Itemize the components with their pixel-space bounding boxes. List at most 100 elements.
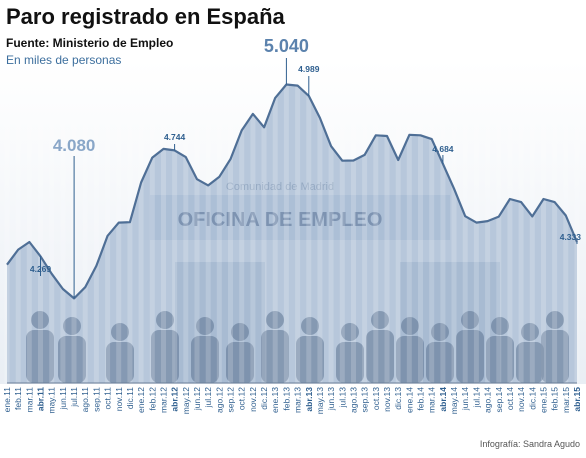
- month-stripe: [60, 40, 66, 383]
- person-silhouette: [226, 323, 254, 383]
- x-tick-label: dic.11: [125, 387, 135, 409]
- source-note: Fuente: Ministerio de Empleo: [6, 36, 174, 50]
- annotation-label-feb-13: 5.040: [264, 36, 309, 56]
- x-tick-label: feb.12: [147, 387, 157, 411]
- x-tick-label: abr.13: [304, 387, 314, 412]
- x-tick-label: sep.14: [494, 387, 504, 413]
- month-stripe: [138, 40, 144, 383]
- annotation-label-abr-14: 4.684: [432, 144, 454, 154]
- x-tick-label: jun.14: [460, 387, 470, 411]
- month-stripe: [339, 40, 345, 383]
- area-layer: OFICINA DE EMPLEO Comunidad de Madrid: [7, 84, 577, 383]
- x-tick-label: ago.14: [483, 387, 493, 413]
- person-silhouette: [151, 311, 179, 383]
- x-tick-label: nov.14: [516, 387, 526, 412]
- x-tick-label: ene.13: [270, 387, 280, 413]
- annotation-label-abr-12: 4.744: [164, 132, 186, 142]
- month-stripe: [272, 40, 278, 383]
- x-tick-label: may.11: [47, 387, 57, 414]
- person-silhouette: [456, 311, 484, 383]
- x-tick-label: ene.14: [404, 387, 414, 413]
- x-tick-label: oct.13: [371, 387, 381, 410]
- month-stripe: [429, 40, 435, 383]
- person-silhouette: [396, 317, 424, 383]
- line-layer: [6, 83, 579, 384]
- credit-note: Infografía: Sandra Agudo: [479, 439, 580, 449]
- x-tick-label: mar.13: [293, 387, 303, 413]
- month-stripe: [283, 40, 289, 383]
- month-stripe: [239, 40, 245, 383]
- x-tick-label: oct.11: [103, 387, 113, 410]
- x-tick-label: mar.14: [427, 387, 437, 413]
- x-tick-label: abr.11: [36, 387, 46, 411]
- month-stripe: [172, 40, 178, 383]
- x-tick-label: oct.14: [505, 387, 515, 410]
- month-stripe: [395, 40, 401, 383]
- person-silhouette: [58, 317, 86, 383]
- office-sign-text: OFICINA DE EMPLEO: [178, 209, 383, 231]
- person-silhouette: [486, 317, 514, 383]
- x-tick-label: may.12: [181, 387, 191, 415]
- x-tick-label: sep.13: [360, 387, 370, 413]
- x-tick-label: mar.15: [561, 387, 571, 413]
- month-stripe: [418, 40, 423, 383]
- month-stripe: [451, 40, 457, 383]
- month-stripe: [306, 40, 312, 383]
- office-sign-panel: [150, 195, 450, 240]
- month-stripe: [529, 40, 535, 383]
- month-stripe: [49, 40, 55, 383]
- month-stripe: [127, 40, 133, 383]
- x-tick-label: sep.11: [91, 387, 101, 412]
- person-silhouette: [296, 317, 324, 383]
- x-tick-label: jun.13: [326, 387, 336, 411]
- month-stripe: [161, 40, 166, 383]
- unemployment-line: [6, 83, 579, 300]
- person-silhouette: [366, 311, 394, 383]
- office-photo: OFICINA DE EMPLEO Comunidad de Madrid: [26, 181, 569, 383]
- month-stripe: [295, 40, 301, 383]
- person-silhouette: [26, 311, 54, 383]
- x-tick-label: abr.12: [170, 387, 180, 412]
- person-silhouette: [516, 323, 544, 383]
- month-stripe: [4, 40, 10, 383]
- x-tick-label: ago.12: [214, 387, 224, 413]
- month-stripe: [194, 40, 200, 383]
- x-tick-label: mar.12: [159, 387, 169, 413]
- month-stripe: [362, 40, 368, 383]
- x-tick-label: jul.13: [337, 387, 347, 409]
- person-silhouette: [106, 323, 134, 383]
- month-stripe: [406, 40, 412, 383]
- month-stripe: [228, 40, 233, 383]
- annotation-label-abr-15: 4.333: [560, 232, 582, 242]
- x-tick-label: nov.12: [248, 387, 258, 412]
- x-tick-label: sep.12: [226, 387, 236, 413]
- x-tick-label: nov.13: [382, 387, 392, 412]
- x-axis: ene.11 feb.11 mar.11 abr.11 may.11 jun.11 jul.…: [2, 387, 582, 415]
- month-stripe: [351, 40, 356, 383]
- x-tick-label: jul.12: [203, 387, 213, 409]
- x-tick-label: abr.15: [572, 387, 582, 412]
- x-tick-label: ago.13: [349, 387, 359, 413]
- unit-note: En miles de personas: [6, 53, 122, 67]
- x-tick-label: ago.11: [80, 387, 90, 413]
- month-stripe: [541, 40, 546, 383]
- month-stripe: [440, 40, 446, 383]
- month-stripe: [261, 40, 267, 383]
- month-stripe: [116, 40, 122, 383]
- month-stripe: [485, 40, 491, 383]
- x-tick-label: nov.11: [114, 387, 124, 412]
- month-stripe: [82, 40, 88, 383]
- month-stripe: [373, 40, 379, 383]
- month-stripe: [26, 40, 32, 383]
- x-tick-label: abr.14: [438, 387, 448, 412]
- x-tick-label: may.14: [449, 387, 459, 415]
- month-stripe: [38, 40, 43, 383]
- x-tick-label: feb.11: [13, 387, 23, 410]
- x-tick-label: jun.11: [58, 387, 68, 411]
- x-tick-label: dic.14: [527, 387, 537, 410]
- month-stripe: [250, 40, 256, 383]
- x-tick-label: ene.15: [539, 387, 549, 413]
- month-stripe: [462, 40, 468, 383]
- month-stripe: [15, 40, 21, 383]
